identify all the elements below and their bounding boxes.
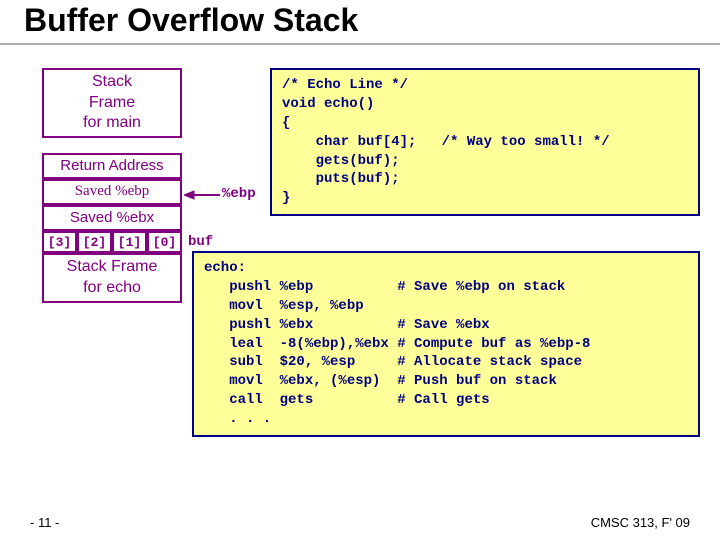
page-number: - 11 - bbox=[30, 515, 59, 530]
footer-label: CMSC 313, F' 09 bbox=[591, 515, 690, 530]
return-address-label: Return Address bbox=[60, 156, 163, 176]
buf-cell-3: [3] bbox=[42, 231, 77, 253]
buf-cell-2: [2] bbox=[77, 231, 112, 253]
buf-cell-3-label: [3] bbox=[48, 235, 71, 250]
stack-frame-main-label: Stack Frame for main bbox=[83, 72, 141, 134]
slide-title: Buffer Overflow Stack bbox=[0, 2, 720, 39]
stack-frame-main: Stack Frame for main bbox=[42, 68, 182, 138]
buf-cell-1-label: [1] bbox=[118, 235, 141, 250]
arrow-icon bbox=[184, 190, 220, 200]
buf-cell-0-label: [0] bbox=[153, 235, 176, 250]
stack-frame-echo: Stack Frame for echo bbox=[42, 253, 182, 303]
ebp-pointer-label: %ebp bbox=[222, 186, 256, 202]
buf-cell-2-label: [2] bbox=[83, 235, 106, 250]
saved-ebx-cell: Saved %ebx bbox=[42, 205, 182, 231]
buf-cell-1: [1] bbox=[112, 231, 147, 253]
title-bar: Buffer Overflow Stack bbox=[0, 2, 720, 45]
saved-ebp-cell: Saved %ebp bbox=[42, 179, 182, 205]
buf-label: buf bbox=[188, 234, 213, 250]
saved-ebx-label: Saved %ebx bbox=[70, 208, 154, 228]
buf-cell-0: [0] bbox=[147, 231, 182, 253]
return-address-cell: Return Address bbox=[42, 153, 182, 179]
code-box-echo-source: /* Echo Line */ void echo() { char buf[4… bbox=[270, 68, 700, 216]
stack-frame-echo-label: Stack Frame for echo bbox=[67, 257, 158, 299]
saved-ebp-label: Saved %ebp bbox=[75, 182, 150, 202]
code-box-echo-asm: echo: pushl %ebp # Save %ebp on stack mo… bbox=[192, 251, 700, 437]
